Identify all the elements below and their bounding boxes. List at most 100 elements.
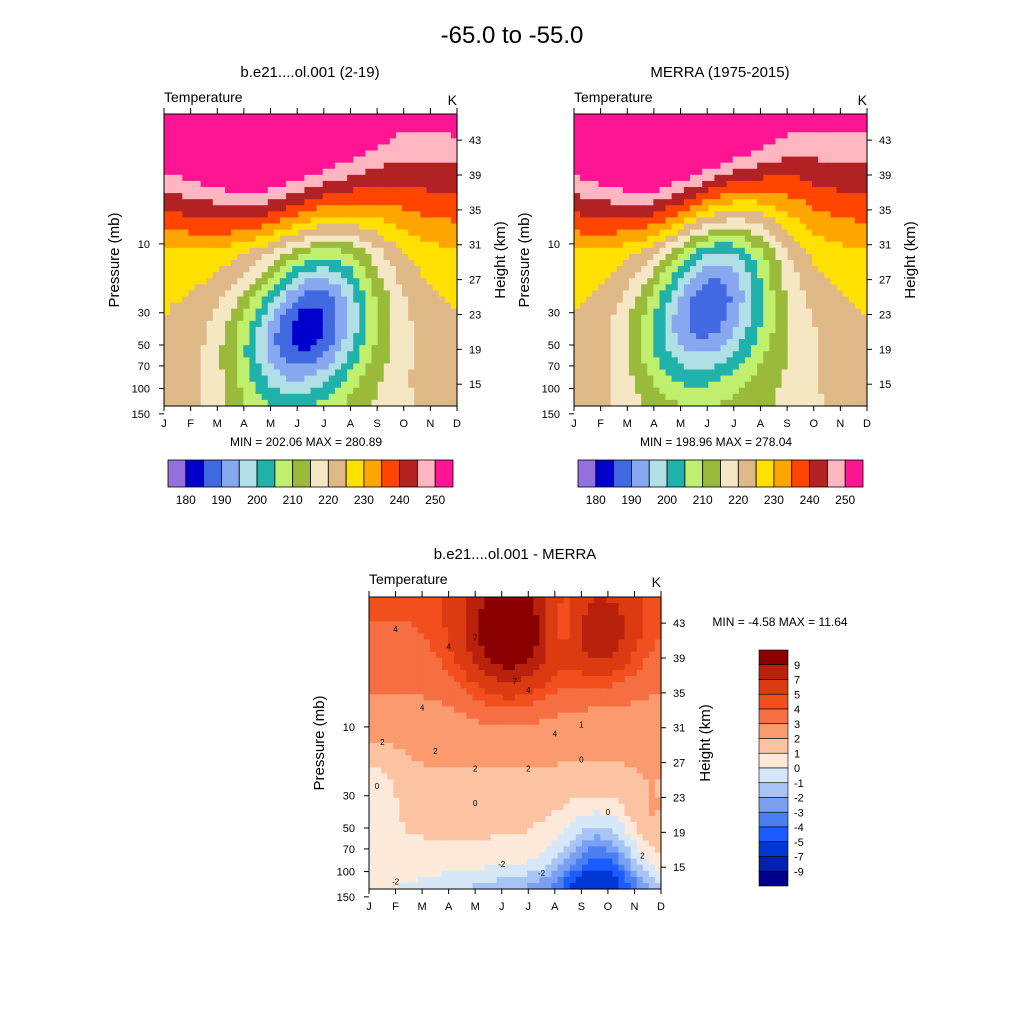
field-cell — [769, 272, 777, 279]
field-cell — [635, 296, 642, 304]
field-cell — [243, 217, 251, 225]
field-cell — [206, 253, 214, 261]
field-cell — [574, 272, 581, 279]
field-cell — [592, 260, 600, 267]
field-cell — [622, 296, 630, 304]
field-cell — [641, 132, 648, 139]
field-cell — [830, 320, 838, 328]
field-cell — [334, 126, 342, 133]
field-cell — [732, 156, 740, 164]
field-cell — [775, 345, 783, 352]
field-cell — [769, 187, 777, 194]
field-cell — [824, 314, 831, 322]
field-cell — [188, 339, 196, 346]
field-cell — [365, 168, 373, 176]
field-cell — [818, 180, 825, 188]
field-cell — [824, 326, 831, 334]
field-cell — [635, 199, 642, 206]
field-cell — [176, 150, 183, 158]
field-cell — [781, 150, 789, 158]
field-cell — [375, 743, 382, 750]
field-cell — [381, 743, 388, 750]
field-cell — [347, 345, 354, 352]
field-cell — [176, 387, 183, 395]
field-cell — [387, 676, 394, 683]
field-cell — [683, 363, 691, 371]
field-cell — [604, 126, 612, 133]
field-cell — [261, 278, 269, 285]
field-cell — [586, 284, 593, 292]
field-cell — [818, 351, 825, 358]
field-cell — [414, 387, 421, 395]
field-cell — [677, 247, 685, 255]
field-cell — [328, 302, 336, 310]
field-cell — [316, 156, 324, 164]
field-cell — [334, 217, 342, 225]
field-cell — [381, 597, 388, 604]
field-cell — [628, 320, 636, 328]
field-cell — [689, 156, 697, 164]
field-cell — [328, 217, 336, 225]
field-cell — [414, 211, 421, 219]
field-cell — [231, 162, 238, 170]
field-cell — [635, 156, 642, 164]
field-cell — [261, 260, 269, 267]
field-cell — [438, 314, 446, 322]
field-cell — [842, 180, 850, 188]
field-cell — [395, 211, 403, 219]
field-cell — [757, 223, 764, 231]
field-cell — [279, 120, 287, 127]
field-cell — [426, 253, 434, 261]
field-cell — [176, 278, 183, 285]
field-cell — [188, 114, 196, 121]
field-cell — [818, 144, 825, 152]
field-cell — [381, 645, 388, 653]
field-cell — [347, 126, 354, 133]
field-cell — [824, 345, 831, 352]
field-cell — [732, 235, 740, 243]
field-cell — [402, 168, 409, 176]
field-cell — [860, 144, 868, 152]
field-cell — [818, 345, 825, 352]
field-cell — [622, 266, 630, 273]
field-cell — [310, 308, 318, 316]
field-cell — [744, 320, 752, 328]
field-cell — [194, 260, 202, 267]
field-cell — [347, 156, 354, 164]
field-cell — [402, 357, 409, 365]
field-cell — [365, 114, 373, 121]
field-cell — [432, 223, 440, 231]
field-cell — [243, 126, 251, 133]
field-cell — [328, 241, 336, 249]
field-cell — [604, 180, 612, 188]
field-cell — [726, 235, 734, 243]
field-cell — [164, 375, 171, 383]
field-cell — [751, 223, 758, 231]
field-cell — [647, 308, 654, 316]
field-cell — [243, 114, 251, 121]
field-cell — [383, 223, 391, 231]
field-cell — [836, 253, 844, 261]
field-cell — [249, 138, 257, 146]
field-cell — [414, 253, 421, 261]
field-cell — [738, 266, 746, 273]
field-cell — [732, 205, 740, 212]
field-cell — [273, 211, 281, 219]
field-cell — [848, 272, 856, 279]
field-cell — [689, 199, 697, 206]
pressure-tick-label: 70 — [138, 361, 150, 373]
field-cell — [805, 333, 813, 340]
field-cell — [610, 132, 618, 139]
field-cell — [359, 339, 367, 346]
field-cell — [279, 162, 287, 170]
field-cell — [628, 369, 636, 377]
field-cell — [848, 351, 856, 358]
field-cell — [726, 138, 734, 146]
field-cell — [763, 144, 770, 152]
field-cell — [628, 156, 636, 164]
field-cell — [444, 156, 452, 164]
field-cell — [659, 199, 667, 206]
field-cell — [432, 320, 440, 328]
field-cell — [628, 253, 636, 261]
field-cell — [420, 241, 428, 249]
